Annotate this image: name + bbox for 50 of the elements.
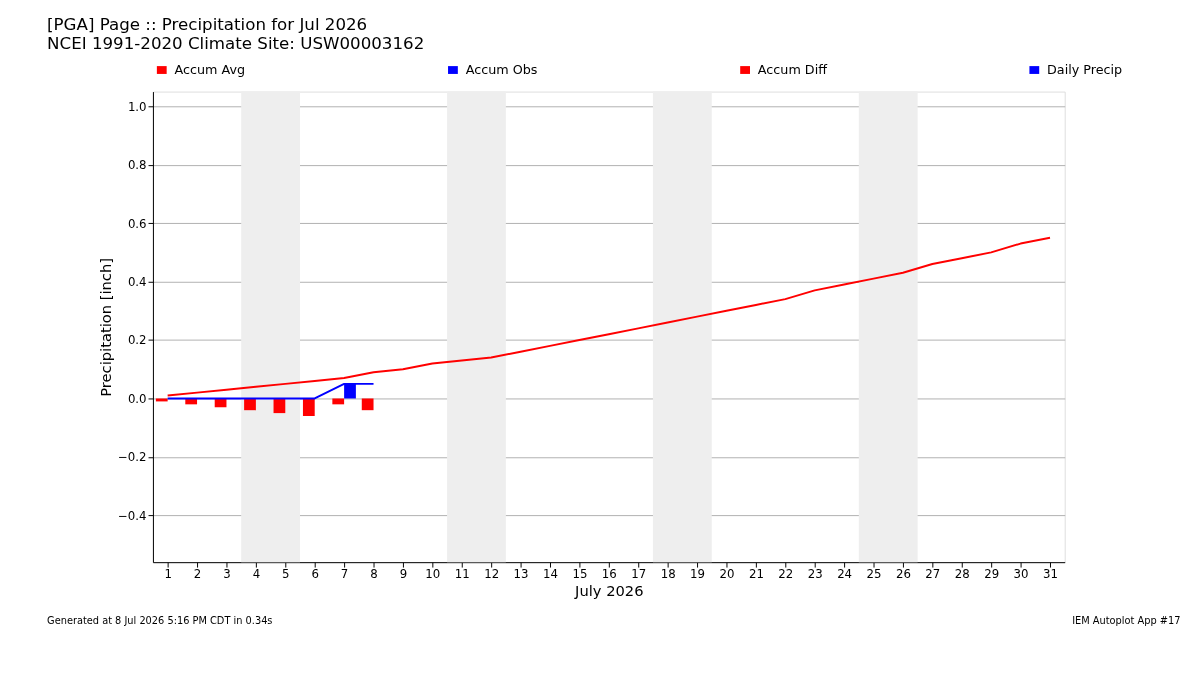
x-tick-label: 1 (164, 567, 172, 582)
x-tick-label: 6 (311, 567, 319, 582)
x-tick-label: 2 (193, 567, 202, 582)
x-tick-label: 27 (925, 567, 941, 582)
x-tick-label: 28 (954, 567, 970, 582)
x-tick-label: 10 (425, 567, 441, 582)
y-tick-label: 0.6 (127, 216, 147, 231)
y-tick-label: 0.4 (127, 274, 147, 289)
text: IEM Autoplot App #17 (1072, 614, 1181, 626)
x-tick-label: 18 (660, 567, 676, 582)
x-tick-label: 29 (984, 567, 1000, 582)
y-tick-label: 1.0 (127, 99, 147, 114)
x-tick-label: 31 (1043, 567, 1058, 582)
x-tick-label: 23 (807, 567, 823, 582)
x-tick-label: 22 (778, 567, 794, 582)
legend-label: Accum Diff (757, 61, 829, 77)
legend-label: Daily Precip (1047, 61, 1123, 77)
y-tick-label: −0.2 (118, 450, 147, 465)
x-tick-label: 8 (370, 567, 378, 582)
x-tick-label: 24 (837, 567, 853, 582)
y-tick-label: 0.2 (127, 333, 147, 348)
y-axis-title: Precipitation [inch] (97, 258, 115, 397)
y-tick-label: 0.0 (127, 391, 147, 406)
x-tick-label: 12 (484, 567, 500, 582)
y-tick-label: 0.8 (127, 158, 147, 173)
x-tick-label: 15 (572, 567, 588, 582)
x-tick-label: 9 (399, 567, 408, 582)
x-tick-label: 11 (454, 567, 470, 582)
x-axis-title: July 2026 (574, 582, 644, 599)
x-tick-label: 21 (748, 567, 764, 582)
x-tick-label: 7 (340, 567, 349, 582)
x-tick-label: 30 (1013, 567, 1029, 582)
y-tick-label: −0.4 (118, 508, 147, 523)
x-tick-label: 26 (895, 567, 911, 582)
chart-title: [PGA] Page :: Precipitation for Jul 2026 (47, 14, 368, 34)
x-tick-label: 25 (866, 567, 882, 582)
x-tick-label: 16 (601, 567, 617, 582)
x-tick-label: 13 (513, 567, 529, 582)
x-tick-label: 17 (631, 567, 647, 582)
x-tick-label: 5 (282, 567, 290, 582)
legend-label: Accum Avg (174, 61, 246, 77)
x-tick-label: 19 (690, 567, 706, 582)
x-tick-label: 14 (543, 567, 558, 582)
text: Generated at 8 Jul 2026 5:16 PM CDT in 0.34s (47, 614, 273, 626)
chart-subtitle: NCEI 1991-2020 Climate Site: USW00003162 (47, 34, 425, 54)
legend-label: Accum Obs (465, 61, 538, 77)
x-tick-label: 3 (223, 567, 231, 582)
line-series (166, 236, 1051, 397)
x-tick-label: 20 (719, 567, 735, 582)
x-tick-label: 4 (252, 567, 261, 582)
